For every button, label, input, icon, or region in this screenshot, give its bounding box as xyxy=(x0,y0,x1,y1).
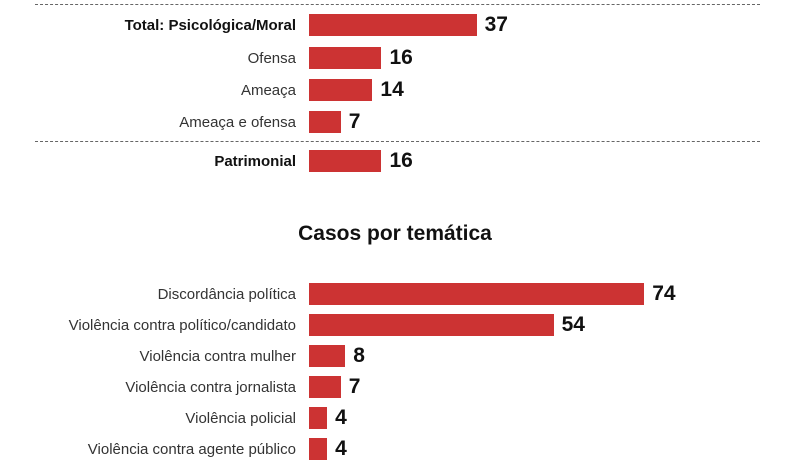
bar-row: Violência contra político/candidato 54 xyxy=(0,313,800,338)
bar xyxy=(309,14,477,36)
bar xyxy=(309,150,382,172)
bar-row: Total: Psicológica/Moral 37 xyxy=(0,13,800,38)
bar-row: Violência policial 4 xyxy=(0,406,800,431)
bar xyxy=(309,111,341,133)
value-label: 7 xyxy=(348,110,361,133)
category-label: Violência contra político/candidato xyxy=(68,317,296,334)
value-label: 74 xyxy=(652,282,676,305)
category-label: Violência policial xyxy=(185,410,296,427)
bar xyxy=(309,376,341,398)
bar-row: Ofensa 16 xyxy=(0,46,800,71)
value-label: 37 xyxy=(484,13,508,36)
bar-row: Ameaça e ofensa 7 xyxy=(0,110,800,135)
value-label: 4 xyxy=(335,437,347,460)
bar-row: Discordância política 74 xyxy=(0,282,800,307)
bar-row: Ameaça 14 xyxy=(0,78,800,103)
value-label: 16 xyxy=(389,46,413,69)
bar xyxy=(309,345,346,367)
bar xyxy=(309,407,328,429)
value-label: 7 xyxy=(348,375,361,398)
bar-row: Patrimonial 16 xyxy=(0,149,800,174)
value-label: 14 xyxy=(380,78,404,101)
chart-title: Casos por temática xyxy=(298,222,492,245)
category-label: Ofensa xyxy=(247,50,296,67)
bar xyxy=(309,79,373,101)
bar-row: Violência contra agente público 4 xyxy=(0,437,800,462)
divider-middle xyxy=(35,141,760,142)
bar-row: Violência contra mulher 8 xyxy=(0,344,800,369)
bar xyxy=(309,283,645,305)
category-label: Violência contra mulher xyxy=(139,348,296,365)
divider-top xyxy=(35,4,760,5)
bar xyxy=(309,314,554,336)
bar xyxy=(309,47,382,69)
value-label: 4 xyxy=(335,406,347,429)
category-label: Discordância política xyxy=(157,286,296,303)
category-label: Ameaça e ofensa xyxy=(179,114,296,131)
category-label: Patrimonial xyxy=(214,153,296,170)
category-label: Total: Psicológica/Moral xyxy=(124,17,296,34)
category-label: Violência contra agente público xyxy=(87,441,296,458)
value-label: 8 xyxy=(353,344,365,367)
category-label: Violência contra jornalista xyxy=(125,379,296,396)
value-label: 16 xyxy=(389,149,413,172)
category-label: Ameaça xyxy=(240,82,296,99)
value-label: 54 xyxy=(561,313,585,336)
bar-row: Violência contra jornalista 7 xyxy=(0,375,800,400)
bar xyxy=(309,438,328,460)
